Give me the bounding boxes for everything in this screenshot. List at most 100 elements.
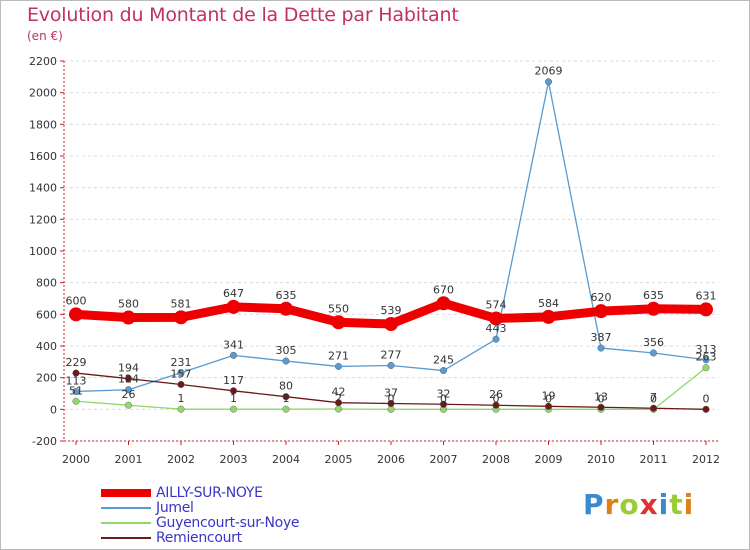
data-label-jumel: 124	[118, 373, 139, 386]
data-label-ailly-sur-noye: 631	[696, 289, 717, 302]
chart-subtitle: (en €)	[27, 29, 63, 43]
y-tick-label: 1400	[29, 182, 57, 195]
data-label-guyencourt-sur-noye: 0	[440, 392, 447, 405]
y-tick-label: 200	[36, 372, 57, 385]
data-label-ailly-sur-noye: 620	[591, 291, 612, 304]
y-tick-label: -200	[32, 435, 57, 448]
data-point-remiencourt	[597, 403, 605, 411]
data-label-remiencourt: 19	[542, 389, 556, 402]
data-point-guyencourt-sur-noye	[702, 364, 710, 372]
x-tick-label: 2000	[62, 453, 90, 466]
data-label-ailly-sur-noye: 600	[66, 294, 87, 307]
data-label-remiencourt: 32	[437, 387, 451, 400]
data-point-ailly-sur-noye	[699, 302, 713, 317]
series-line-jumel	[75, 81, 707, 393]
legend-swatch-ailly-sur-noye	[101, 489, 151, 497]
legend-label-ailly-sur-noye: AILLY-SUR-NOYE	[156, 485, 263, 501]
x-tick-label: 2007	[430, 453, 458, 466]
data-point-remiencourt	[282, 393, 290, 401]
data-label-guyencourt-sur-noye: 1	[283, 392, 290, 405]
data-point-remiencourt	[650, 404, 658, 412]
x-tick-label: 2010	[587, 453, 615, 466]
data-point-remiencourt	[702, 405, 710, 413]
data-label-guyencourt-sur-noye: 1	[178, 392, 185, 405]
data-point-ailly-sur-noye	[541, 309, 556, 324]
x-tick-label: 2005	[325, 453, 353, 466]
data-point-jumel	[387, 361, 395, 369]
data-label-guyencourt-sur-noye: 263	[696, 351, 717, 364]
data-point-jumel	[702, 356, 710, 364]
data-point-remiencourt	[229, 387, 237, 395]
data-point-remiencourt	[545, 402, 553, 410]
data-label-jumel: 387	[591, 331, 612, 344]
logo-letter: o	[619, 488, 640, 521]
data-point-guyencourt-sur-noye	[177, 405, 185, 413]
x-tick-label: 2012	[692, 453, 720, 466]
data-point-remiencourt	[440, 400, 448, 408]
data-point-jumel	[492, 335, 500, 343]
data-label-ailly-sur-noye: 635	[276, 289, 297, 302]
legend-label-remiencourt: Remiencourt	[156, 530, 242, 546]
data-point-ailly-sur-noye	[69, 307, 83, 322]
data-point-remiencourt	[124, 375, 132, 383]
data-point-remiencourt	[387, 399, 395, 407]
data-point-ailly-sur-noye	[174, 310, 188, 325]
data-label-remiencourt: 0	[703, 392, 710, 405]
data-point-guyencourt-sur-noye	[282, 405, 290, 413]
data-label-jumel: 271	[328, 349, 349, 362]
data-label-guyencourt-sur-noye: 0	[650, 392, 657, 405]
legend-swatch-remiencourt	[101, 537, 151, 539]
data-label-remiencourt: 194	[118, 362, 139, 375]
data-label-ailly-sur-noye: 574	[486, 298, 507, 311]
logo-letter: x	[639, 488, 659, 521]
x-tick-label: 2006	[377, 453, 405, 466]
data-point-remiencourt	[72, 369, 80, 377]
x-tick-label: 2001	[115, 453, 143, 466]
data-label-jumel: 341	[223, 338, 244, 351]
logo-letter: t	[669, 488, 684, 521]
y-tick-label: 1600	[29, 150, 57, 163]
data-label-jumel: 356	[643, 336, 664, 349]
proxiti-logo: Proxiti	[583, 488, 694, 521]
data-label-remiencourt: 229	[66, 356, 87, 369]
y-tick-label: 2000	[29, 87, 57, 100]
data-label-remiencourt: 7	[650, 391, 657, 404]
legend-label-guyencourt-sur-noye: Guyencourt-sur-Noye	[156, 515, 300, 531]
data-point-ailly-sur-noye	[279, 301, 293, 316]
y-tick-label: 400	[36, 340, 57, 353]
data-point-jumel	[597, 344, 605, 352]
data-point-jumel	[177, 369, 185, 377]
data-label-ailly-sur-noye: 647	[223, 287, 244, 300]
data-point-guyencourt-sur-noye	[124, 401, 132, 409]
data-point-ailly-sur-noye	[384, 316, 398, 331]
data-point-guyencourt-sur-noye	[387, 405, 395, 413]
data-label-jumel: 231	[171, 356, 192, 369]
y-tick-label: 0	[50, 403, 57, 416]
chart-title: Evolution du Montant de la Dette par Hab…	[27, 4, 459, 26]
x-tick-label: 2011	[640, 453, 668, 466]
data-label-remiencourt: 13	[594, 390, 608, 403]
data-label-guyencourt-sur-noye: 0	[388, 392, 395, 405]
data-label-jumel: 443	[486, 322, 507, 335]
data-label-remiencourt: 117	[223, 374, 244, 387]
data-point-jumel	[72, 387, 80, 395]
data-label-jumel: 113	[66, 374, 87, 387]
data-label-remiencourt: 37	[384, 386, 398, 399]
data-point-ailly-sur-noye	[121, 310, 136, 325]
data-point-ailly-sur-noye	[436, 296, 451, 311]
data-label-guyencourt-sur-noye: 0	[598, 392, 605, 405]
legend-label-jumel: Jumel	[156, 500, 194, 516]
data-point-guyencourt-sur-noye	[335, 405, 343, 413]
data-label-remiencourt: 80	[279, 380, 293, 393]
data-label-jumel: 313	[696, 343, 717, 356]
data-label-guyencourt-sur-noye: 2	[335, 392, 342, 405]
data-label-jumel: 277	[381, 348, 402, 361]
logo-letter: P	[583, 488, 605, 521]
data-label-remiencourt: 26	[489, 388, 503, 401]
y-tick-label: 1800	[29, 118, 57, 131]
legend-swatch-jumel	[101, 507, 151, 509]
data-label-ailly-sur-noye: 539	[381, 304, 402, 317]
data-label-guyencourt-sur-noye: 51	[69, 384, 83, 397]
